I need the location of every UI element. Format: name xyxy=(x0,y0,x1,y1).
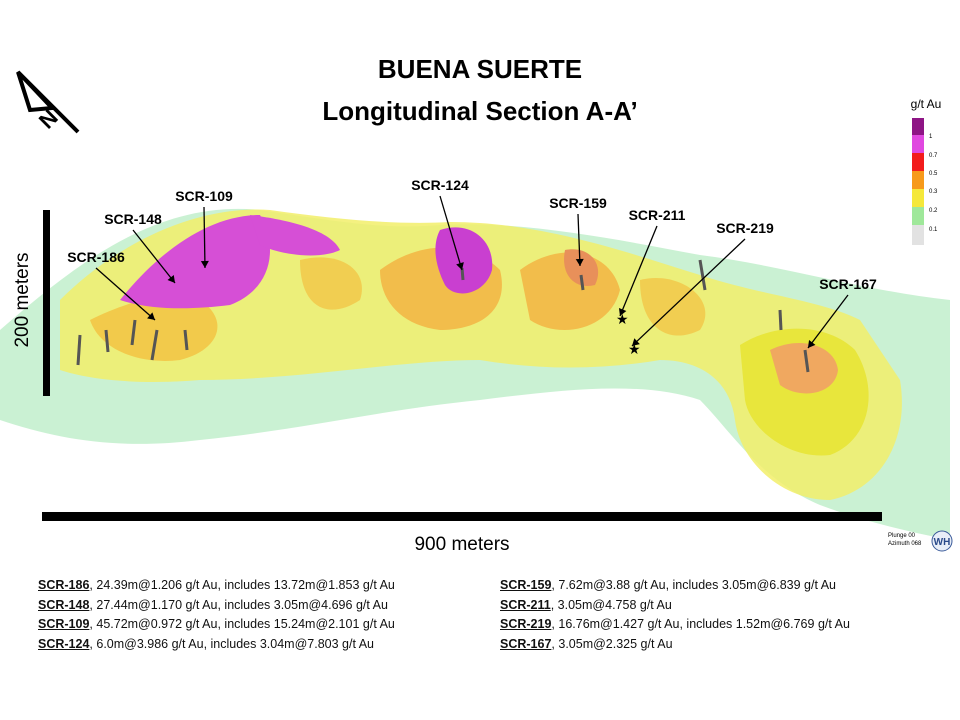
pointer xyxy=(577,213,581,267)
note: SCR-219, 16.76m@1.427 g/t Au, includes 1… xyxy=(500,615,850,635)
legend-labels: 1 0.7 0.5 0.3 0.2 0.1 xyxy=(929,134,938,233)
horizontal-scale-label: 900 meters xyxy=(414,534,509,555)
hole-label: SCR-124 xyxy=(411,177,469,193)
vertical-scale-label: 200 meters xyxy=(12,252,33,347)
legend-bar xyxy=(912,118,924,245)
pointer xyxy=(203,206,206,269)
note-text: , 24.39m@1.206 g/t Au, includes 13.72m@1… xyxy=(89,578,395,592)
note: SCR-167, 3.05m@2.325 g/t Au xyxy=(500,635,850,655)
legend-label: 1 xyxy=(929,134,933,140)
pointer-head xyxy=(147,312,155,320)
north-arrow: N xyxy=(16,70,80,134)
notes-right: SCR-159, 7.62m@3.88 g/t Au, includes 3.0… xyxy=(500,576,850,654)
note-text: , 16.76m@1.427 g/t Au, includes 1.52m@6.… xyxy=(551,617,850,631)
horizontal-scale-bar xyxy=(42,512,882,521)
legend-label: 0.5 xyxy=(929,171,938,177)
pointer xyxy=(619,225,658,317)
pointer-head xyxy=(200,260,209,268)
legend-title: g/t Au xyxy=(911,97,942,111)
note-id: SCR-109 xyxy=(38,617,90,631)
logo: WH xyxy=(934,537,951,548)
note-id: SCR-219 xyxy=(500,617,552,631)
star: ★ xyxy=(628,341,641,357)
note: SCR-148, 27.44m@1.170 g/t Au, includes 3… xyxy=(38,596,395,616)
note: SCR-211, 3.05m@4.758 g/t Au xyxy=(500,596,850,616)
pointer-head xyxy=(618,308,627,316)
hole-label: SCR-148 xyxy=(104,211,162,227)
note-id: SCR-124 xyxy=(38,636,90,651)
note: SCR-186, 24.39m@1.206 g/t Au, includes 1… xyxy=(38,576,395,596)
hole-labels: SCR-186 SCR-148 SCR-109 SCR-124 SCR-159 ★ SCR-… xyxy=(67,177,877,357)
hole-label: SCR-167 xyxy=(819,276,877,292)
hole-label: SCR-159 xyxy=(549,195,607,211)
logo-badge xyxy=(931,530,953,552)
pointer-head xyxy=(575,258,584,266)
note: SCR-159, 7.62m@3.88 g/t Au, includes 3.0… xyxy=(500,576,850,596)
pointer xyxy=(132,229,176,284)
note: SCR-109, 45.72m@0.972 g/t Au, includes 1… xyxy=(38,615,395,635)
legend-label: 0.7 xyxy=(929,153,938,159)
drill-traces xyxy=(76,259,810,373)
note: SCR-124, 6.0m@3.986 g/t Au, includes 3.0… xyxy=(38,635,395,655)
note-text: , 3.05m@4.758 g/t Au xyxy=(550,597,672,612)
pointer xyxy=(439,195,463,271)
note-text: , 3.05m@2.325 g/t Au xyxy=(551,636,673,651)
star: ★ xyxy=(616,311,629,327)
plunge: Plunge 00 xyxy=(888,533,916,539)
note-id: SCR-159 xyxy=(500,578,552,592)
legend-label: 0.1 xyxy=(929,227,938,233)
hole-label: SCR-186 xyxy=(67,249,125,265)
notes-left: SCR-186, 24.39m@1.206 g/t Au, includes 1… xyxy=(38,576,395,654)
note-text: , 45.72m@0.972 g/t Au, includes 15.24m@2… xyxy=(89,617,395,631)
legend-label: 0.2 xyxy=(929,208,938,214)
pointer xyxy=(95,267,156,321)
pointer-head xyxy=(456,262,464,270)
pointer-head xyxy=(167,275,175,283)
hole-label: SCR-211 xyxy=(629,207,686,223)
title-line1: BUENA SUERTE xyxy=(378,54,582,84)
note-id: SCR-186 xyxy=(38,578,90,592)
note-id: SCR-211 xyxy=(500,597,551,612)
note-id: SCR-167 xyxy=(500,636,552,651)
title-line2: Longitudinal Section A-A’ xyxy=(322,96,637,126)
note-text: , 6.0m@3.986 g/t Au, includes 3.04m@7.80… xyxy=(89,636,375,651)
azimuth: Azimuth 068 xyxy=(888,541,922,547)
vertical-scale-bar xyxy=(43,210,50,396)
note-text: , 27.44m@1.170 g/t Au, includes 3.05m@4.… xyxy=(89,597,388,612)
hole-label: SCR-219 xyxy=(716,220,774,236)
note-id: SCR-148 xyxy=(38,597,90,612)
pointer xyxy=(631,238,746,347)
note-text: , 7.62m@3.88 g/t Au, includes 3.05m@6.83… xyxy=(551,578,837,592)
render xyxy=(0,208,950,540)
hole-label: SCR-109 xyxy=(175,188,233,204)
pointer xyxy=(807,294,849,349)
legend-label: 0.3 xyxy=(929,189,938,195)
pointer-head xyxy=(808,340,816,348)
pointer-head xyxy=(632,338,640,346)
